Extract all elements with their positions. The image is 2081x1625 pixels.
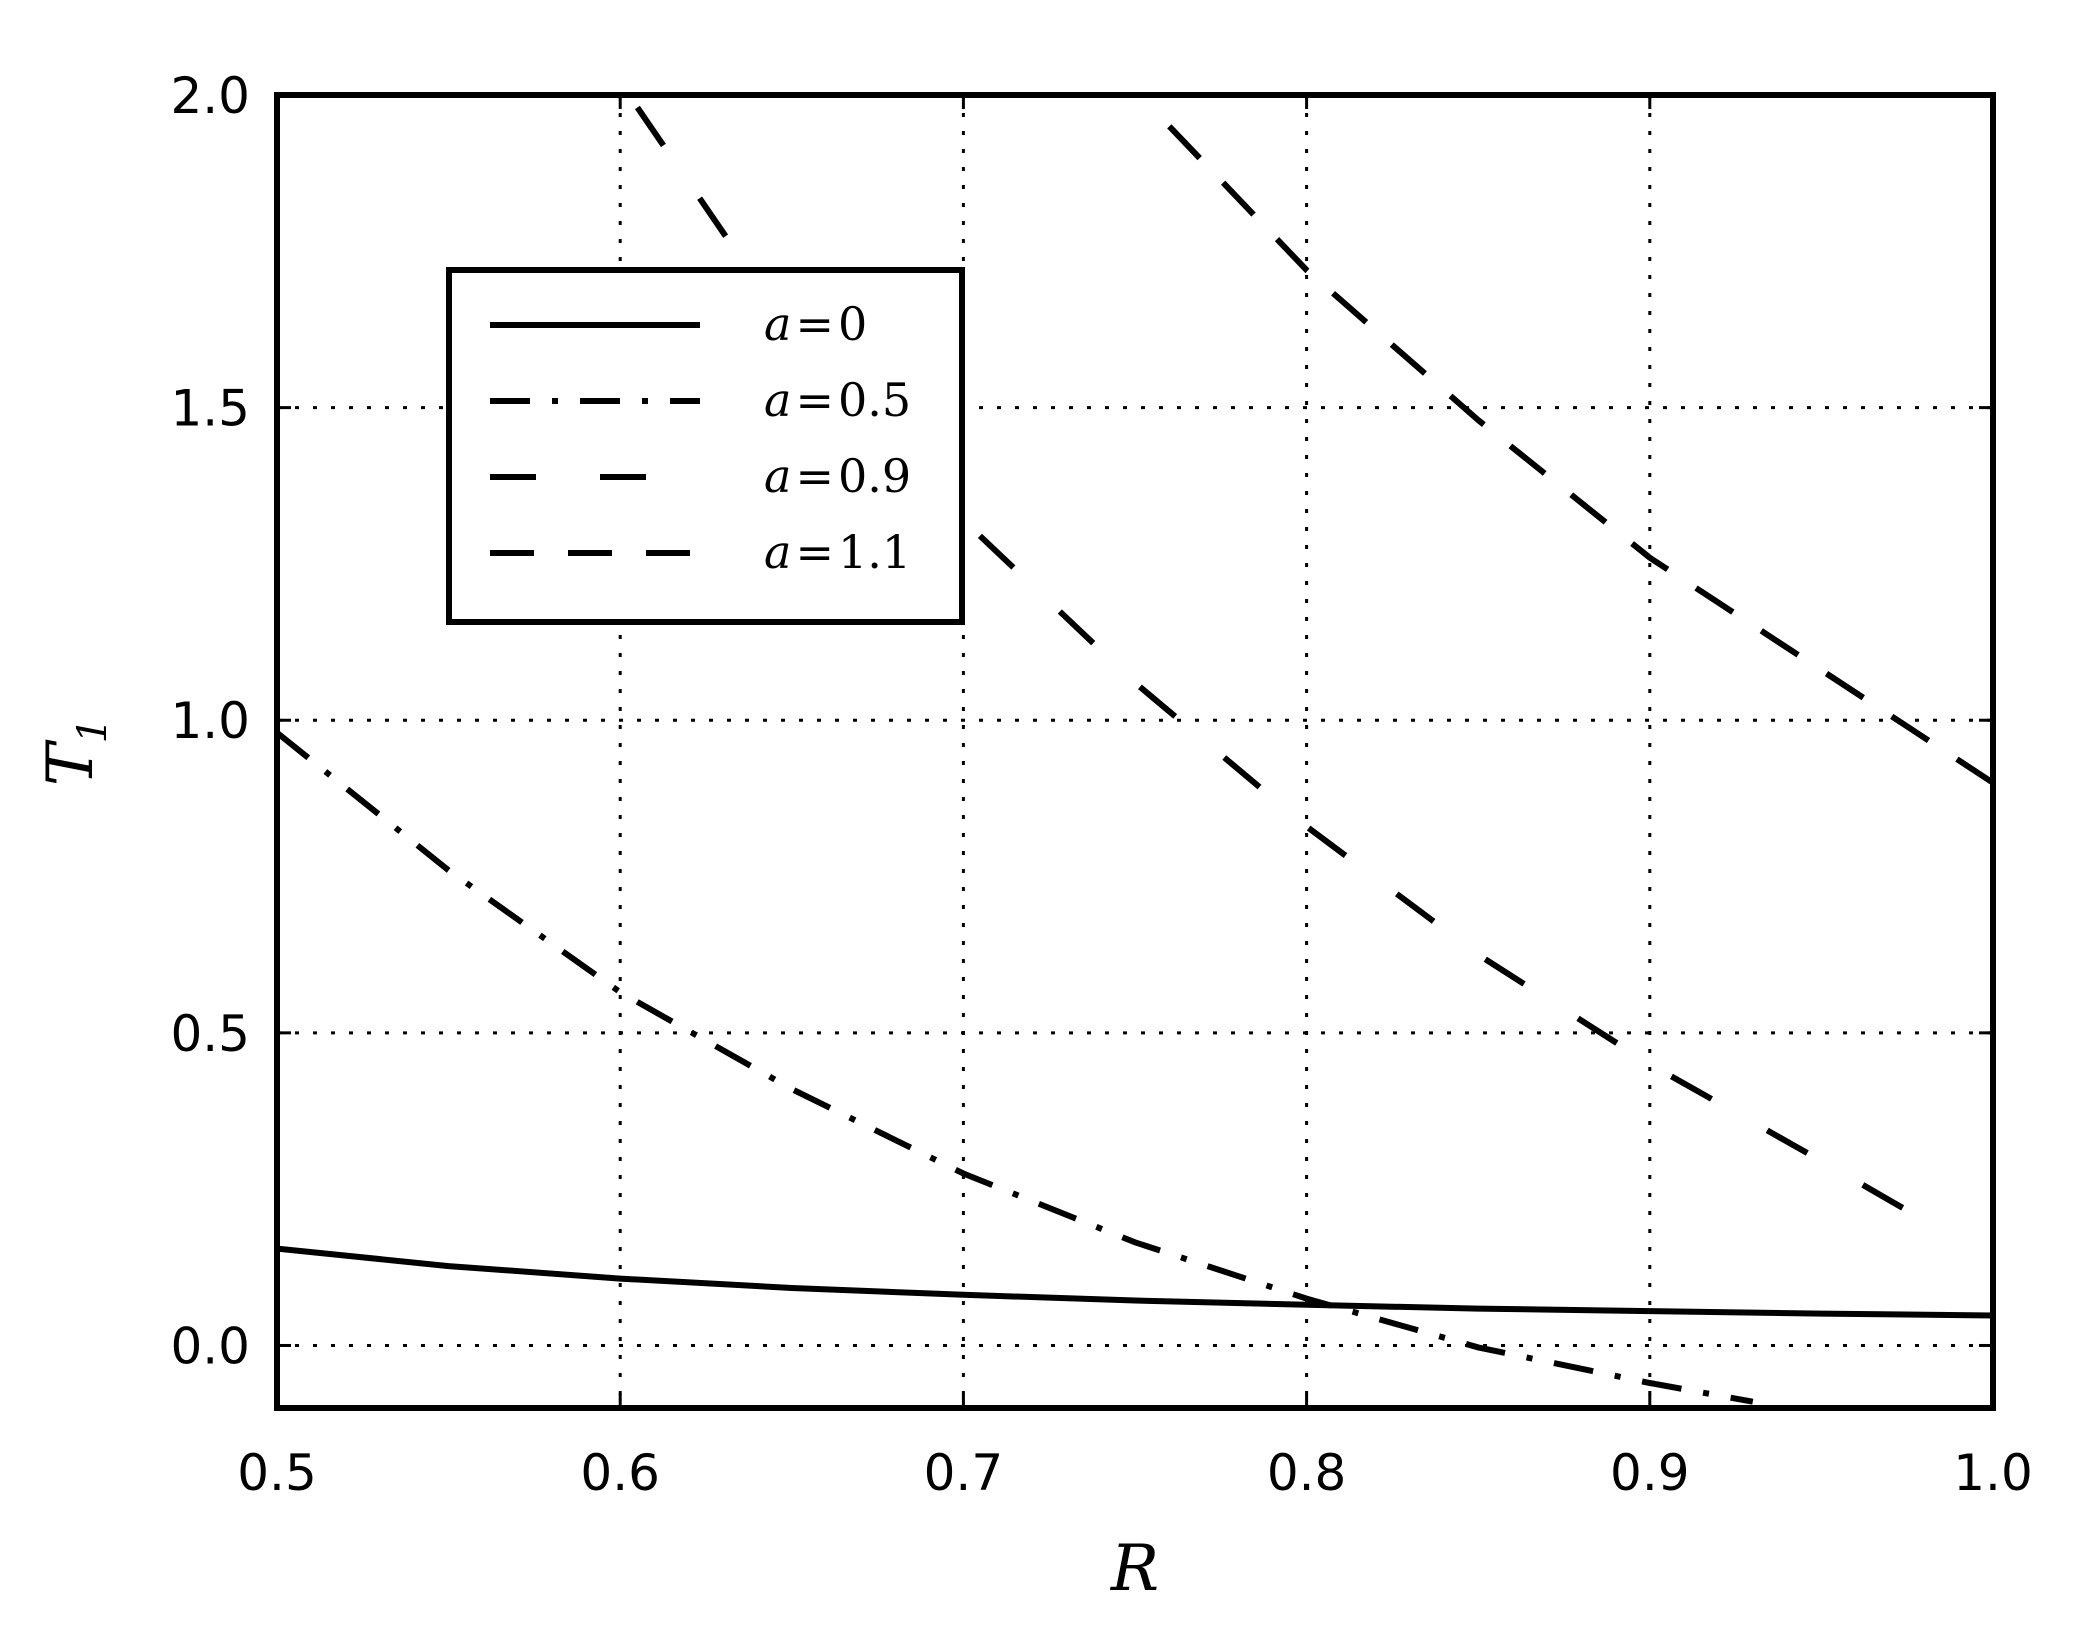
x-tick-label-1: 0.6 <box>580 1444 660 1502</box>
legend-eq: = <box>795 449 834 503</box>
y-tick-label-2: 1.0 <box>170 692 250 750</box>
legend-var: a <box>764 525 791 579</box>
axis-ticks: 0.5 0.6 0.7 0.8 0.9 1.0 0.0 0.5 1.0 1.5 2.0 <box>170 67 2032 1502</box>
x-tick-label-0: 0.5 <box>237 1444 317 1502</box>
x-tick-label-3: 0.8 <box>1267 1444 1347 1502</box>
plot-frame <box>274 92 1996 1411</box>
legend-val: 0.5 <box>838 373 911 427</box>
legend-eq: = <box>795 297 834 351</box>
series-line-0 <box>277 1245 1993 1319</box>
x-tick-label-5: 1.0 <box>1953 1444 2033 1502</box>
x-tick-label-2: 0.7 <box>924 1444 1004 1502</box>
legend-label-2: a=0.9 <box>764 449 911 503</box>
legend-label-3: a=1.1 <box>764 525 911 579</box>
y-axis-label-main: T <box>34 739 108 786</box>
legend-var: a <box>764 297 791 351</box>
legend-label-1: a=0.5 <box>764 373 911 427</box>
legend-entries: a=0a=0.5a=0.9a=1.1 <box>490 297 911 579</box>
y-tick-label-1: 0.5 <box>170 1005 250 1063</box>
y-axis-label-subscript: 1 <box>70 718 116 743</box>
legend-val: 0 <box>838 297 867 351</box>
legend-var: a <box>764 449 791 503</box>
y-tick-label-4: 2.0 <box>170 67 250 125</box>
legend: a=0a=0.5a=0.9a=1.1 <box>446 267 965 625</box>
legend-eq: = <box>795 525 834 579</box>
legend-box <box>446 267 965 625</box>
legend-var: a <box>764 373 791 427</box>
y-tick-label-3: 1.5 <box>170 380 250 438</box>
x-tick-label-4: 0.9 <box>1610 1444 1690 1502</box>
series-line-3 <box>1167 124 1993 786</box>
series-line-1 <box>277 730 1754 1405</box>
legend-val: 1.1 <box>838 525 911 579</box>
legend-eq: = <box>795 373 834 427</box>
svg-text:T1: T1 <box>34 718 116 786</box>
legend-label-0: a=0 <box>764 297 867 351</box>
y-axis-label: T1 <box>34 718 116 786</box>
legend-val: 0.9 <box>838 449 911 503</box>
y-tick-label-0: 0.0 <box>170 1317 250 1375</box>
x-axis-label: R <box>1110 1532 1159 1606</box>
